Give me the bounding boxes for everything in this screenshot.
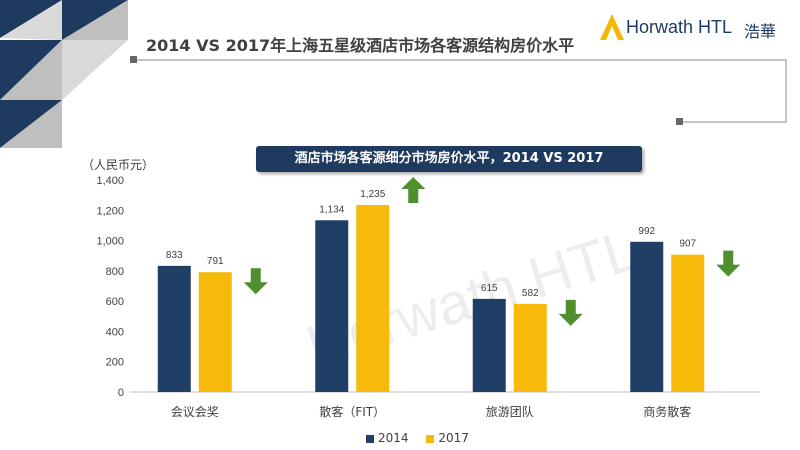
- legend-swatch-2014: [366, 434, 374, 443]
- logo-brand-text: Horwath HTL: [626, 17, 733, 37]
- bar-2017-3: [671, 254, 705, 392]
- bar-2017-0: [198, 272, 232, 392]
- x-tick-label: 会议会奖: [171, 405, 219, 419]
- data-label-2017-3: 907: [679, 239, 696, 250]
- legend-swatch-2017: [426, 434, 435, 443]
- trend-arrow-down-icon: [558, 299, 583, 326]
- data-label-2017-0: 791: [207, 256, 224, 267]
- legend-item-2017: 2017: [426, 431, 469, 445]
- horwath-logo: Horwath HTL 浩華: [598, 12, 788, 44]
- x-tick-label: 旅游团队: [486, 404, 534, 419]
- y-tick-label: 1,000: [96, 236, 124, 248]
- bar-2014-3: [630, 241, 664, 392]
- trend-arrow-down-icon: [243, 268, 268, 295]
- page-title: 2014 VS 2017年上海五星级酒店市场各客源结构房价水平: [146, 36, 575, 55]
- y-tick-label: 1,200: [96, 205, 124, 217]
- y-unit-label: （人民币元）: [82, 158, 155, 172]
- chart-banner: 酒店市场各客源细分市场房价水平，2014 VS 2017: [256, 146, 642, 172]
- chart-legend: 2014 2017: [366, 431, 483, 445]
- trend-arrow-up-icon: [401, 176, 426, 203]
- bar-2017-2: [513, 303, 547, 392]
- trend-arrow-down-icon: [716, 250, 741, 277]
- data-label-2014-3: 992: [638, 226, 655, 237]
- y-tick-label: 200: [106, 357, 124, 369]
- y-tick-label: 1,400: [96, 175, 124, 187]
- data-label-2017-1: 1,235: [360, 189, 385, 200]
- bar-2017-1: [356, 204, 390, 392]
- legend-label-2014: 2014: [378, 431, 409, 445]
- y-tick-label: 600: [106, 296, 124, 308]
- data-label-2014-0: 833: [166, 250, 183, 261]
- logo-chinese-text: 浩華: [744, 22, 777, 41]
- bar-2014-2: [472, 298, 506, 392]
- legend-item-2014: 2014: [366, 431, 409, 445]
- bar-2014-1: [315, 220, 349, 392]
- legend-label-2017: 2017: [438, 431, 469, 445]
- data-label-2014-1: 1,134: [319, 204, 344, 215]
- x-tick-label: 散客（FIT）: [319, 404, 385, 419]
- y-tick-label: 0: [118, 387, 124, 399]
- data-label-2017-2: 582: [522, 288, 539, 299]
- y-tick-label: 400: [106, 326, 124, 338]
- logo-mark-icon: [600, 14, 624, 40]
- watermark-text: Horwath HTL: [299, 217, 645, 379]
- y-tick-label: 800: [106, 266, 124, 278]
- corner-decoration: [0, 0, 128, 148]
- x-tick-label: 商务散客: [643, 404, 691, 419]
- bar-2014-0: [157, 265, 191, 392]
- data-label-2014-2: 615: [481, 283, 498, 294]
